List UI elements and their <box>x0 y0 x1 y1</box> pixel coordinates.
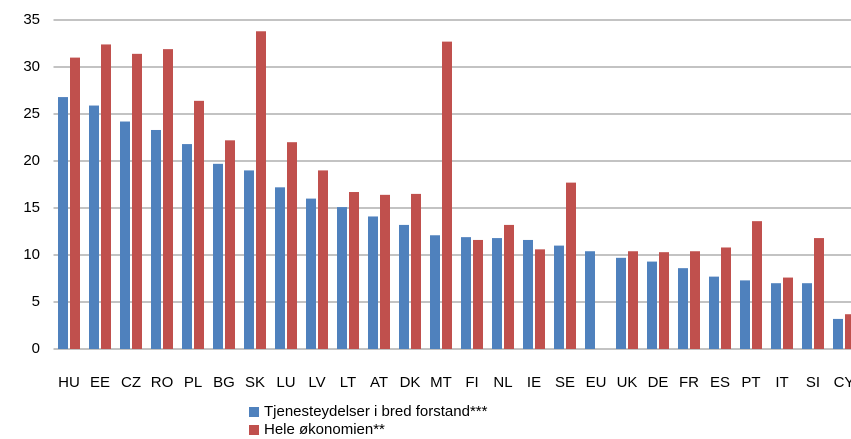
bar <box>430 235 440 349</box>
y-tick-label: 10 <box>23 246 40 263</box>
bar <box>337 207 347 349</box>
bar <box>256 31 266 350</box>
x-tick-label: SK <box>245 374 265 391</box>
x-tick-label: LU <box>276 374 295 391</box>
legend-label: Hele økonomien** <box>264 421 385 438</box>
x-tick-label: DK <box>400 374 421 391</box>
x-tick-label: CY <box>834 374 851 391</box>
bar <box>845 314 851 349</box>
x-tick-label: UK <box>617 374 638 391</box>
bar <box>442 41 452 350</box>
x-tick-label: SI <box>806 374 820 391</box>
x-tick-label: SE <box>555 374 575 391</box>
bar <box>740 280 750 349</box>
bar <box>194 100 204 349</box>
bar <box>771 283 781 349</box>
bar <box>492 238 502 349</box>
bar <box>628 251 638 349</box>
x-tick-label: ES <box>710 374 730 391</box>
bar <box>306 198 316 349</box>
bar <box>213 163 223 349</box>
x-tick-label: PL <box>184 374 202 391</box>
bar <box>814 238 824 349</box>
bar <box>647 261 657 349</box>
x-tick-label: IE <box>527 374 541 391</box>
bar <box>566 182 576 349</box>
x-tick-label: HU <box>58 374 80 391</box>
x-tick-label: LV <box>308 374 325 391</box>
x-tick-label: EE <box>90 374 110 391</box>
y-tick-label: 15 <box>23 199 40 216</box>
x-tick-label: AT <box>370 374 388 391</box>
bar <box>349 192 359 349</box>
x-tick-label: CZ <box>121 374 141 391</box>
bar <box>132 53 142 350</box>
legend-swatch <box>249 425 259 435</box>
bar <box>244 170 254 349</box>
bar <box>287 142 297 349</box>
bar <box>783 277 793 349</box>
x-tick-label: LT <box>340 374 356 391</box>
bar <box>182 144 192 349</box>
legend-label: Tjenesteydelser i bred forstand*** <box>264 403 488 420</box>
bar <box>833 318 843 349</box>
y-tick-label: 30 <box>23 58 40 75</box>
x-tick-label: NL <box>493 374 512 391</box>
bar <box>473 239 483 349</box>
bar <box>523 239 533 349</box>
y-tick-label: 35 <box>23 11 40 28</box>
bar <box>163 49 173 349</box>
bar <box>120 121 130 350</box>
bar <box>151 129 161 349</box>
bar <box>690 251 700 349</box>
bar <box>461 237 471 349</box>
x-tick-label: RO <box>151 374 174 391</box>
bar <box>554 245 564 349</box>
legend-swatch <box>249 407 259 417</box>
bar <box>752 221 762 349</box>
bar <box>504 224 514 349</box>
bar <box>101 44 111 349</box>
x-tick-label: PT <box>741 374 760 391</box>
bar <box>275 187 285 349</box>
bar <box>58 97 68 349</box>
bar <box>659 252 669 349</box>
bar <box>399 224 409 349</box>
bar <box>616 257 626 349</box>
y-tick-label: 5 <box>32 293 40 310</box>
bar <box>709 276 719 349</box>
bar <box>380 194 390 349</box>
x-tick-label: EU <box>586 374 607 391</box>
y-tick-label: 25 <box>23 105 40 122</box>
bar <box>678 268 688 349</box>
y-tick-label: 0 <box>32 340 40 357</box>
x-tick-label: DE <box>648 374 669 391</box>
bar <box>721 247 731 349</box>
x-tick-label: IT <box>775 374 788 391</box>
x-tick-label: MT <box>430 374 452 391</box>
bar <box>535 249 545 349</box>
bar <box>802 283 812 349</box>
x-tick-label: FI <box>465 374 478 391</box>
bar <box>318 170 328 349</box>
bar <box>368 216 378 349</box>
bar <box>225 140 235 349</box>
bar <box>411 193 421 349</box>
y-tick-label: 20 <box>23 152 40 169</box>
x-tick-label: FR <box>679 374 699 391</box>
bar <box>89 105 99 349</box>
bar <box>70 57 80 349</box>
bar <box>585 251 595 349</box>
x-tick-label: BG <box>213 374 235 391</box>
